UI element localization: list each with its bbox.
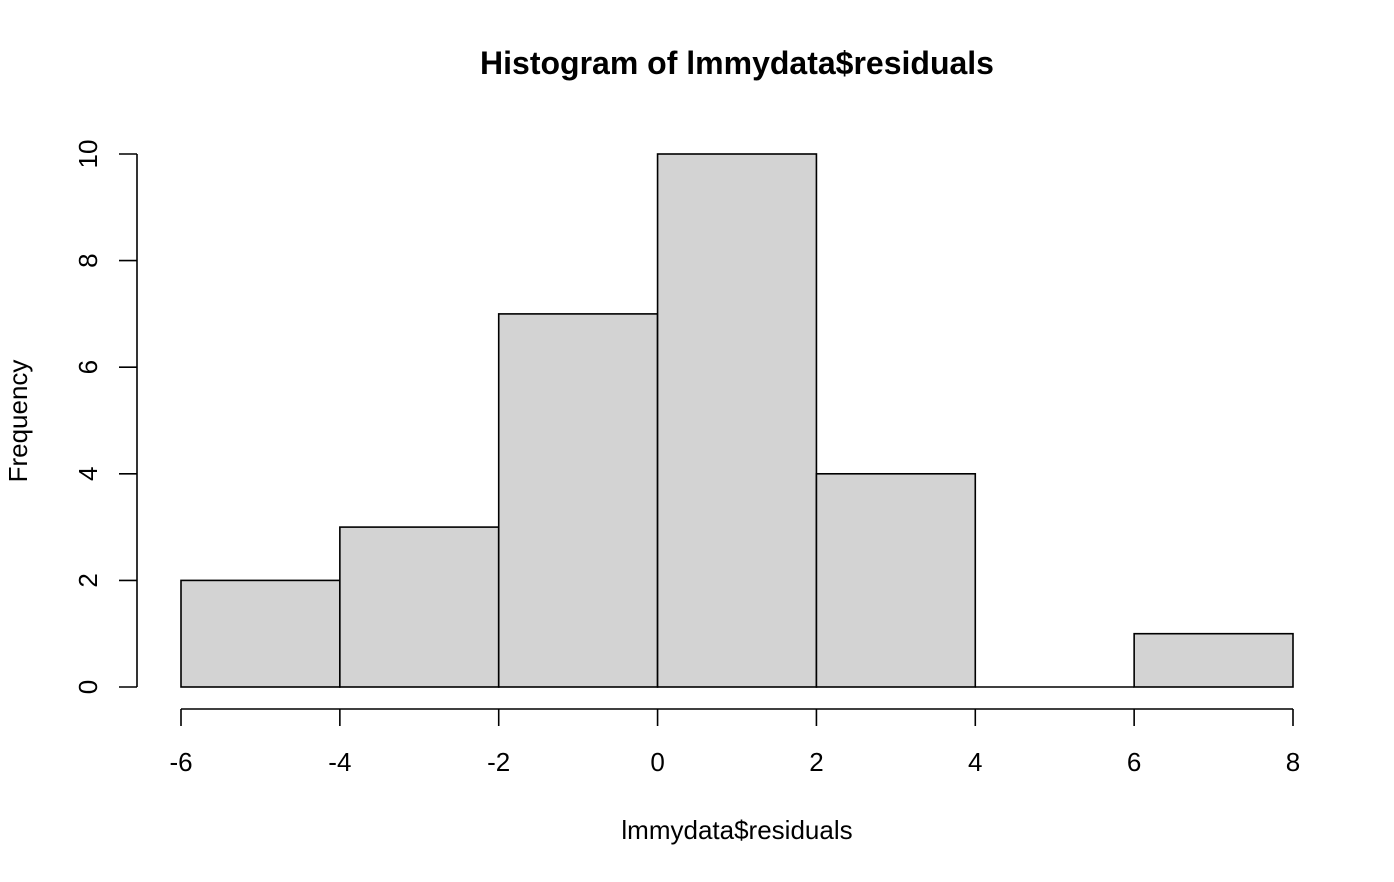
x-axis: -6 -4 -2 0 2 4 6 8 — [169, 708, 1300, 777]
x-tick-label-6: 6 — [1127, 747, 1141, 777]
histogram-bar-6 — [1133, 632, 1294, 688]
histogram-bar-4 — [815, 472, 977, 688]
x-tick-label-5: 4 — [968, 747, 982, 777]
y-axis: 0 2 4 6 8 10 — [73, 140, 138, 694]
histogram-bar-2 — [497, 313, 659, 688]
x-tick-label-2: -2 — [487, 747, 510, 777]
y-axis-label: Frequency — [3, 360, 33, 483]
histogram-bar-3 — [656, 153, 818, 688]
x-tick-label-7: 8 — [1286, 747, 1300, 777]
x-tick-label-1: -4 — [328, 747, 351, 777]
y-tick-label-5: 10 — [73, 140, 103, 169]
x-tick-label-3: 0 — [650, 747, 664, 777]
y-tick-label-2: 4 — [73, 467, 103, 481]
x-tick-label-0: -6 — [169, 747, 192, 777]
y-tick-label-3: 6 — [73, 360, 103, 374]
chart-title: Histogram of lmmydata$residuals — [480, 45, 994, 81]
bars-group — [180, 153, 1294, 688]
y-tick-label-4: 8 — [73, 253, 103, 267]
histogram-bar-1 — [339, 526, 500, 688]
histogram-bar-0 — [180, 579, 341, 688]
y-tick-label-1: 2 — [73, 573, 103, 587]
x-axis-label: lmmydata$residuals — [621, 815, 852, 845]
x-tick-label-4: 2 — [809, 747, 823, 777]
y-tick-label-0: 0 — [73, 680, 103, 694]
